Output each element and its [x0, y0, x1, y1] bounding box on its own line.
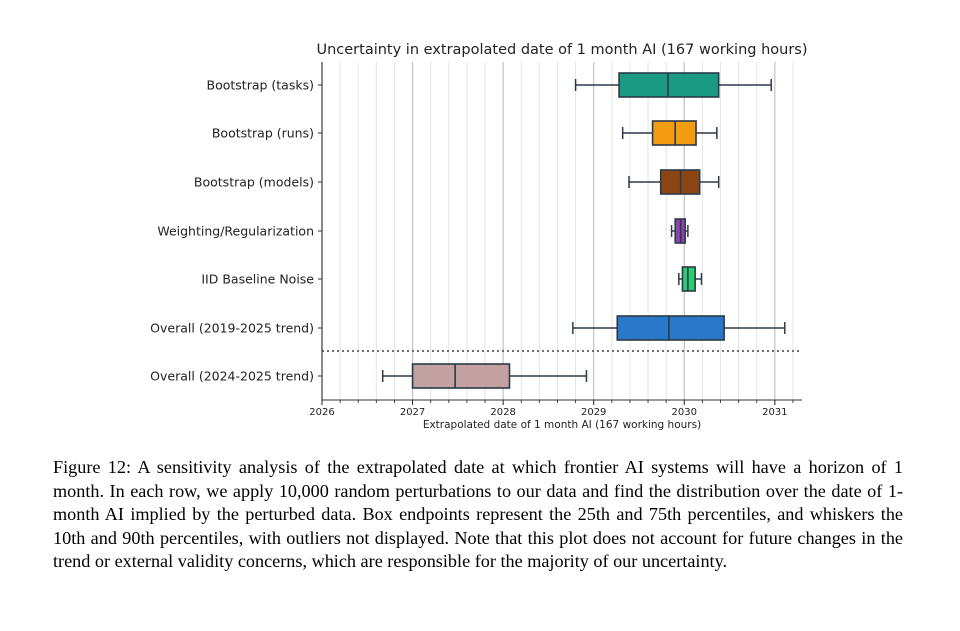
box-group: [381, 363, 588, 389]
category-label: Bootstrap (models): [194, 175, 314, 190]
iqr-box: [616, 315, 725, 341]
x-tick-label: 2028: [490, 407, 515, 418]
box-plot-figure: Uncertainty in extrapolated date of 1 mo…: [150, 42, 807, 431]
box-group: [678, 266, 703, 292]
category-label: Bootstrap (runs): [212, 126, 314, 141]
category-label: Weighting/Regularization: [157, 224, 314, 239]
caption-text: A sensitivity analysis of the extrapolat…: [53, 457, 904, 572]
category-label: Bootstrap (tasks): [207, 78, 314, 93]
box-layer: [381, 72, 786, 389]
x-axis-label: Extrapolated date of 1 month AI (167 wor…: [423, 419, 701, 431]
x-tick-label: 2027: [400, 407, 425, 418]
x-tick-label: 2026: [309, 407, 334, 418]
box-group: [628, 169, 720, 195]
chart-title: Uncertainty in extrapolated date of 1 mo…: [316, 42, 807, 58]
axis-layer: Bootstrap (tasks) Bootstrap (runs) Bootstr…: [150, 62, 802, 418]
caption-label: Figure 12:: [53, 457, 132, 477]
iqr-box: [651, 120, 697, 146]
x-tick-label: 2031: [762, 407, 787, 418]
box-group: [572, 315, 786, 341]
grid-layer: [321, 62, 794, 400]
iqr-box: [618, 72, 720, 98]
x-tick-label: 2029: [581, 407, 606, 418]
figure-caption: Figure 12: A sensitivity analysis of the…: [53, 456, 903, 574]
category-label: Overall (2019-2025 trend): [150, 321, 314, 336]
box-group: [621, 120, 718, 146]
box-group: [670, 218, 689, 244]
category-label: IID Baseline Noise: [201, 272, 314, 287]
category-label: Overall (2024-2025 trend): [150, 369, 314, 384]
iqr-box: [411, 363, 511, 389]
box-group: [574, 72, 772, 98]
x-tick-label: 2030: [672, 407, 697, 418]
iqr-box: [681, 266, 696, 292]
